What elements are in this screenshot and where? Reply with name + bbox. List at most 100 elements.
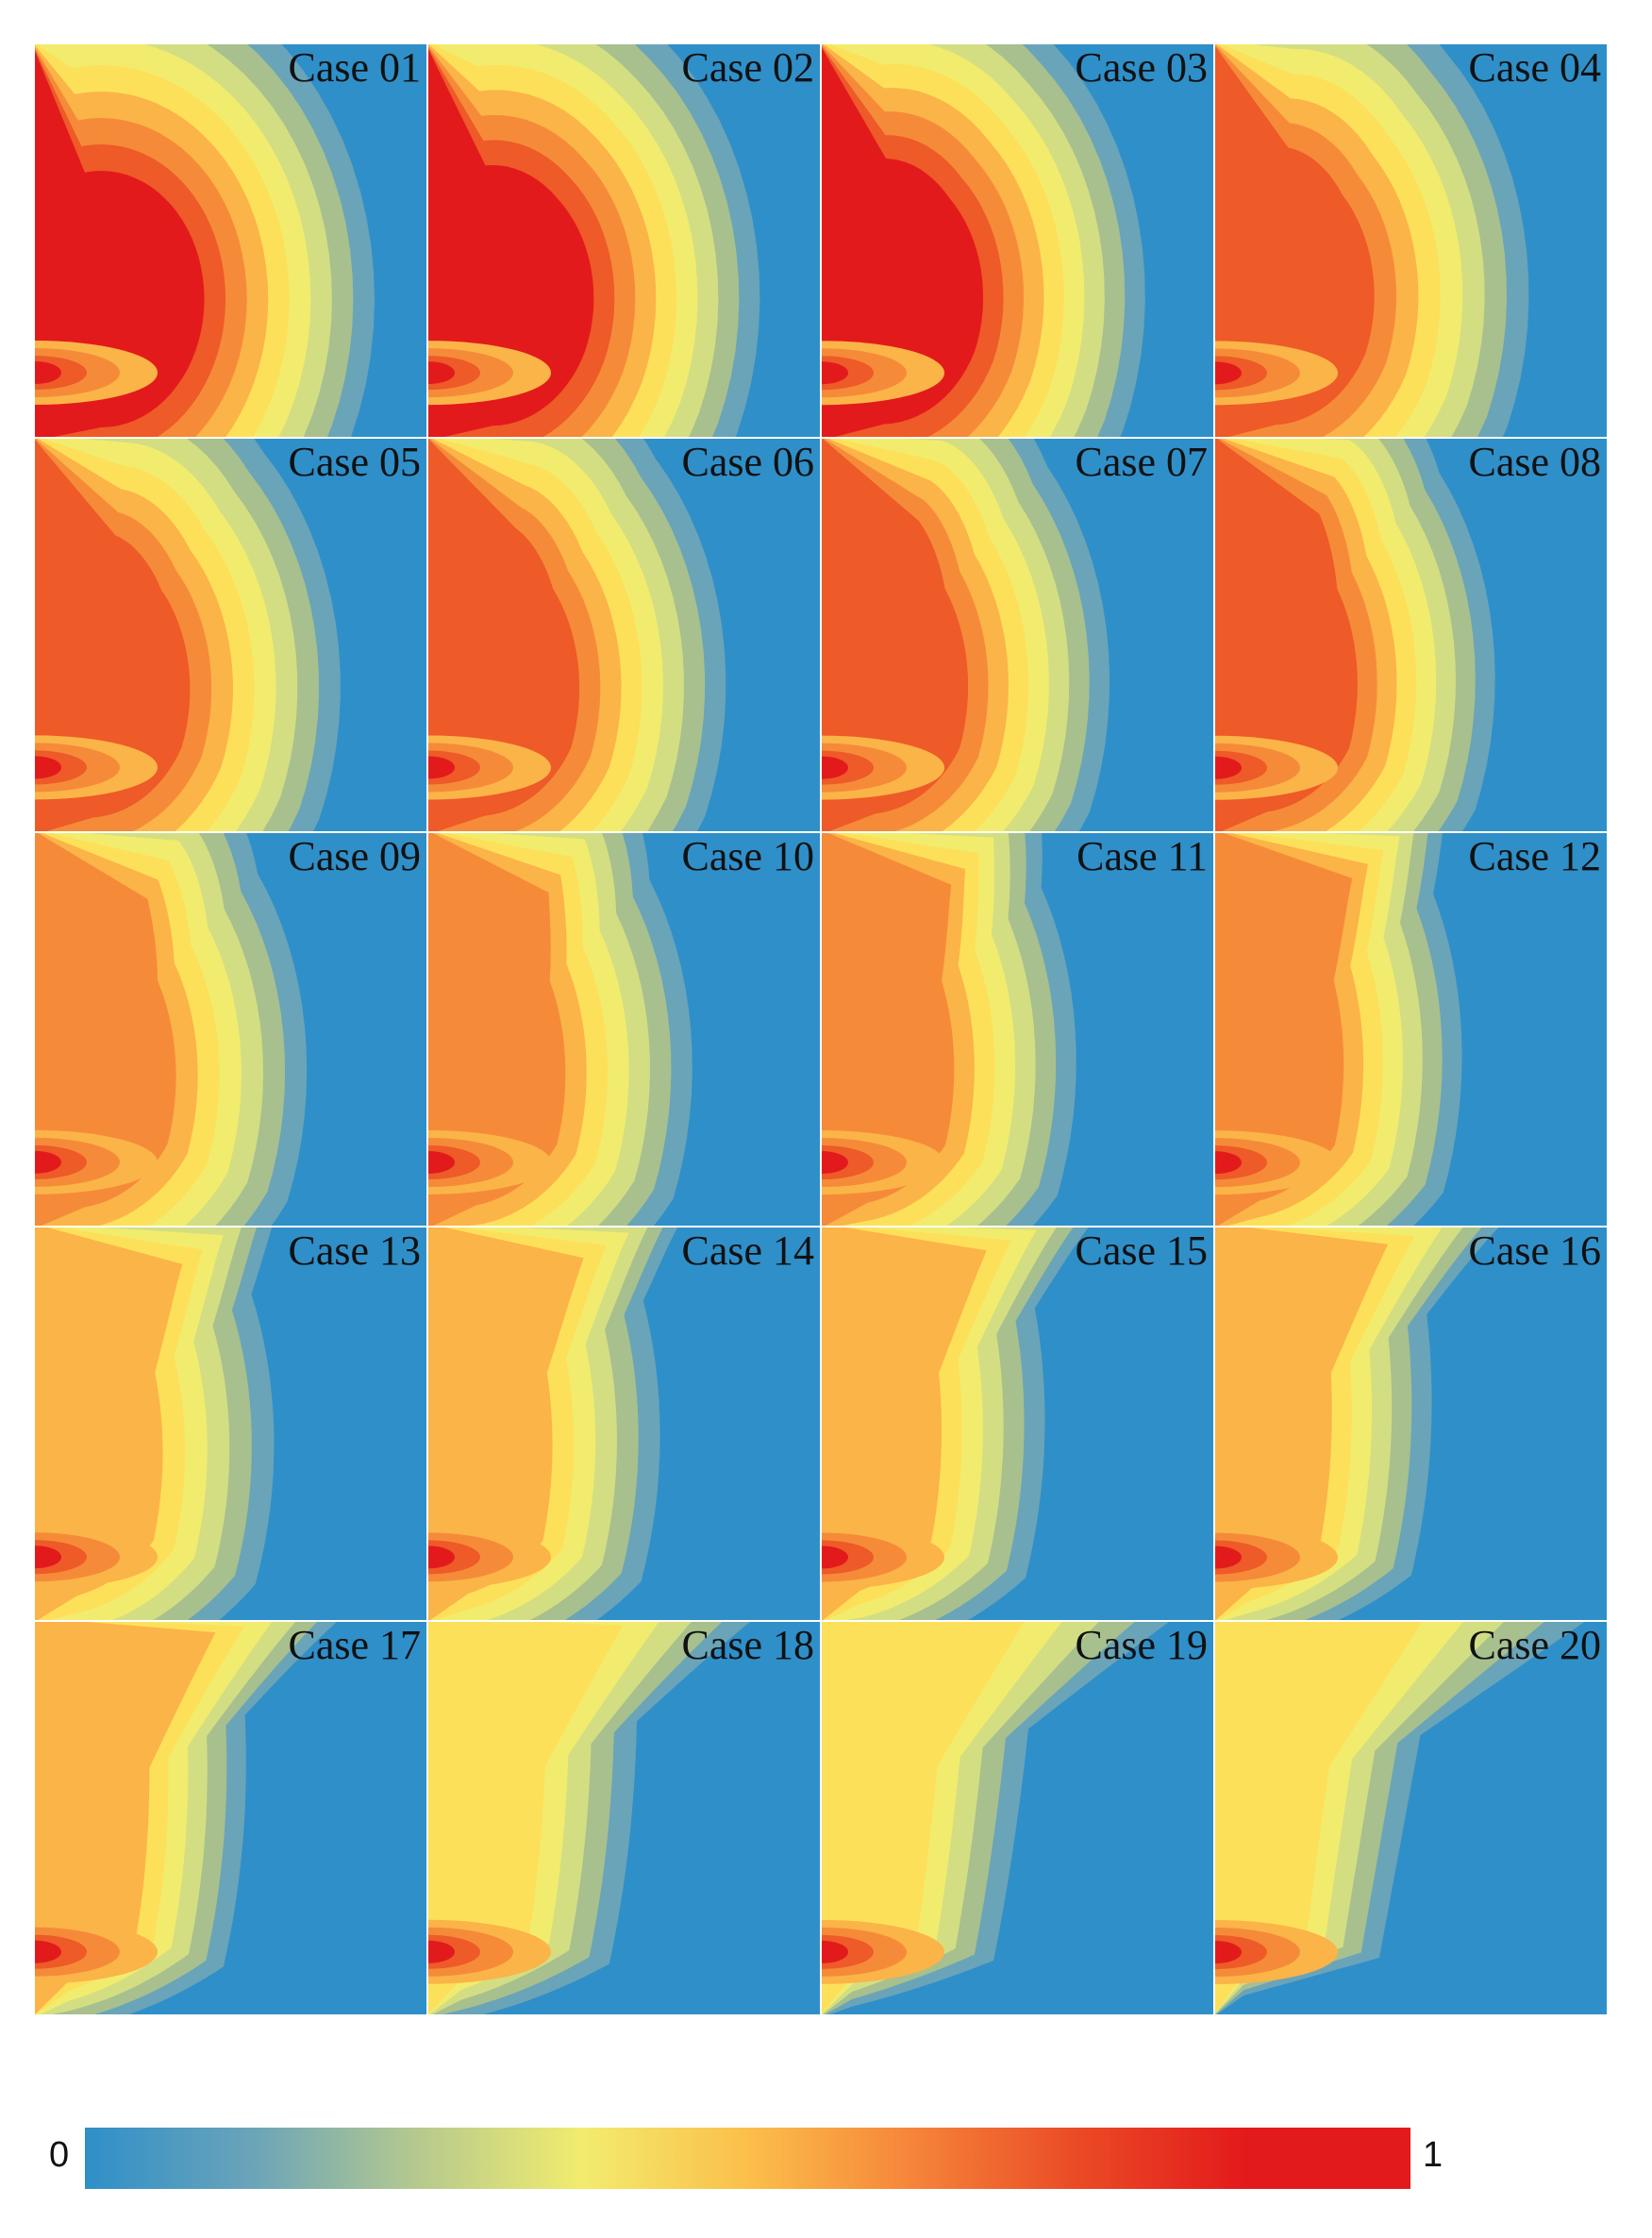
inlet-jet — [822, 1545, 848, 1569]
contour-plot — [35, 833, 308, 1226]
inlet-jet — [428, 1940, 455, 1963]
inlet-jet — [35, 1150, 61, 1174]
contour-band — [1215, 439, 1358, 831]
contour-band — [428, 1228, 584, 1620]
contour-plot — [428, 1228, 677, 1620]
contour-plot — [822, 833, 1076, 1226]
inlet-jet — [35, 1940, 61, 1963]
contour-band — [428, 49, 594, 437]
contour-band — [35, 51, 205, 437]
contour-panel: Case 02 — [428, 44, 820, 437]
contour-panel: Case 03 — [822, 44, 1213, 437]
contour-panel: Case 06 — [428, 439, 820, 831]
contour-panel: Case 12 — [1215, 833, 1607, 1226]
contour-plot — [35, 1622, 337, 2014]
inlet-jet — [35, 361, 61, 384]
contour-band — [1215, 1228, 1389, 1620]
contour-plot — [1215, 833, 1462, 1226]
contour-plot — [428, 833, 693, 1226]
contour-band — [822, 1228, 987, 1620]
contour-band — [35, 1228, 183, 1620]
contour-panel: Case 09 — [35, 833, 426, 1226]
contour-plot — [428, 44, 760, 437]
contour-panel: Case 11 — [822, 833, 1213, 1226]
panel-label: Case 07 — [1075, 439, 1208, 485]
contour-panel: Case 05 — [35, 439, 426, 831]
panel-label: Case 14 — [681, 1228, 814, 1274]
contour-plot — [1215, 1622, 1585, 2014]
contour-band — [35, 833, 176, 1226]
contour-panel: Case 08 — [1215, 439, 1607, 831]
panel-label: Case 11 — [1076, 833, 1208, 879]
contour-plot — [822, 1622, 1170, 2014]
panel-label: Case 06 — [681, 439, 814, 485]
inlet-jet — [428, 756, 455, 779]
contour-plot — [1215, 1228, 1499, 1620]
contour-panel: Case 20 — [1215, 1622, 1607, 2014]
panel-label: Case 05 — [288, 439, 421, 485]
inlet-jet — [428, 1545, 455, 1569]
panel-label: Case 10 — [681, 833, 814, 879]
inlet-jet — [1215, 756, 1242, 779]
contour-band — [822, 833, 955, 1226]
contour-panel: Case 17 — [35, 1622, 426, 2014]
panel-label: Case 16 — [1468, 1228, 1601, 1274]
contour-plot — [35, 1228, 275, 1620]
contour-band — [35, 439, 191, 831]
contour-panel: Case 19 — [822, 1622, 1213, 2014]
panel-label: Case 17 — [288, 1622, 421, 1668]
contour-plot — [822, 44, 1145, 437]
inlet-jet — [35, 756, 61, 779]
contour-band — [1215, 45, 1375, 437]
contour-band — [1215, 833, 1353, 1226]
panel-label: Case 19 — [1075, 1622, 1208, 1668]
contour-band — [428, 439, 580, 831]
contour-band — [35, 1622, 216, 2014]
contour-plot — [1215, 439, 1495, 831]
contour-panel: Case 13 — [35, 1228, 426, 1620]
contour-panel-grid: Case 01 Case 02 Case 03 Case 04 Case 05 Case … — [35, 44, 1607, 2016]
inlet-jet — [822, 1151, 848, 1175]
contour-panel: Case 15 — [822, 1228, 1213, 1620]
panel-label: Case 13 — [288, 1228, 421, 1274]
contour-band — [822, 439, 969, 831]
contour-plot — [428, 439, 726, 831]
inlet-jet — [428, 361, 455, 385]
inlet-jet — [822, 361, 848, 385]
contour-band — [822, 47, 984, 437]
inlet-jet — [1215, 361, 1242, 385]
panel-label: Case 20 — [1468, 1622, 1601, 1668]
inlet-jet — [1215, 1545, 1242, 1569]
contour-band — [1215, 1622, 1423, 2013]
colorbar-min-label: 0 — [49, 2135, 70, 2175]
contour-panel: Case 10 — [428, 833, 820, 1226]
contour-plot — [428, 1622, 751, 2014]
inlet-jet — [822, 1940, 848, 1963]
contour-panel: Case 07 — [822, 439, 1213, 831]
inlet-jet — [35, 1545, 61, 1569]
colorbar-max-label: 1 — [1423, 2135, 1443, 2175]
contour-panel: Case 01 — [35, 44, 426, 437]
contour-band — [428, 1622, 624, 2014]
contour-band — [428, 833, 566, 1226]
contour-panel: Case 04 — [1215, 44, 1607, 437]
panel-label: Case 15 — [1075, 1228, 1208, 1274]
inlet-jet — [428, 1150, 455, 1174]
contour-plot — [35, 439, 341, 831]
panel-label: Case 09 — [288, 833, 421, 879]
contour-panel: Case 16 — [1215, 1228, 1607, 1620]
inlet-jet — [1215, 1941, 1242, 1963]
contour-plot — [1215, 44, 1529, 437]
panel-label: Case 04 — [1468, 44, 1601, 91]
panel-label: Case 12 — [1468, 833, 1601, 879]
contour-panel: Case 14 — [428, 1228, 820, 1620]
panel-label: Case 01 — [288, 44, 421, 91]
inlet-jet — [1215, 1151, 1242, 1175]
panel-label: Case 03 — [1075, 44, 1208, 91]
panel-label: Case 02 — [681, 44, 814, 91]
panel-label: Case 18 — [681, 1622, 814, 1668]
colorbar — [85, 2128, 1410, 2189]
colorbar-gradient — [85, 2128, 1410, 2189]
contour-plot — [822, 439, 1110, 831]
contour-panel: Case 18 — [428, 1622, 820, 2014]
